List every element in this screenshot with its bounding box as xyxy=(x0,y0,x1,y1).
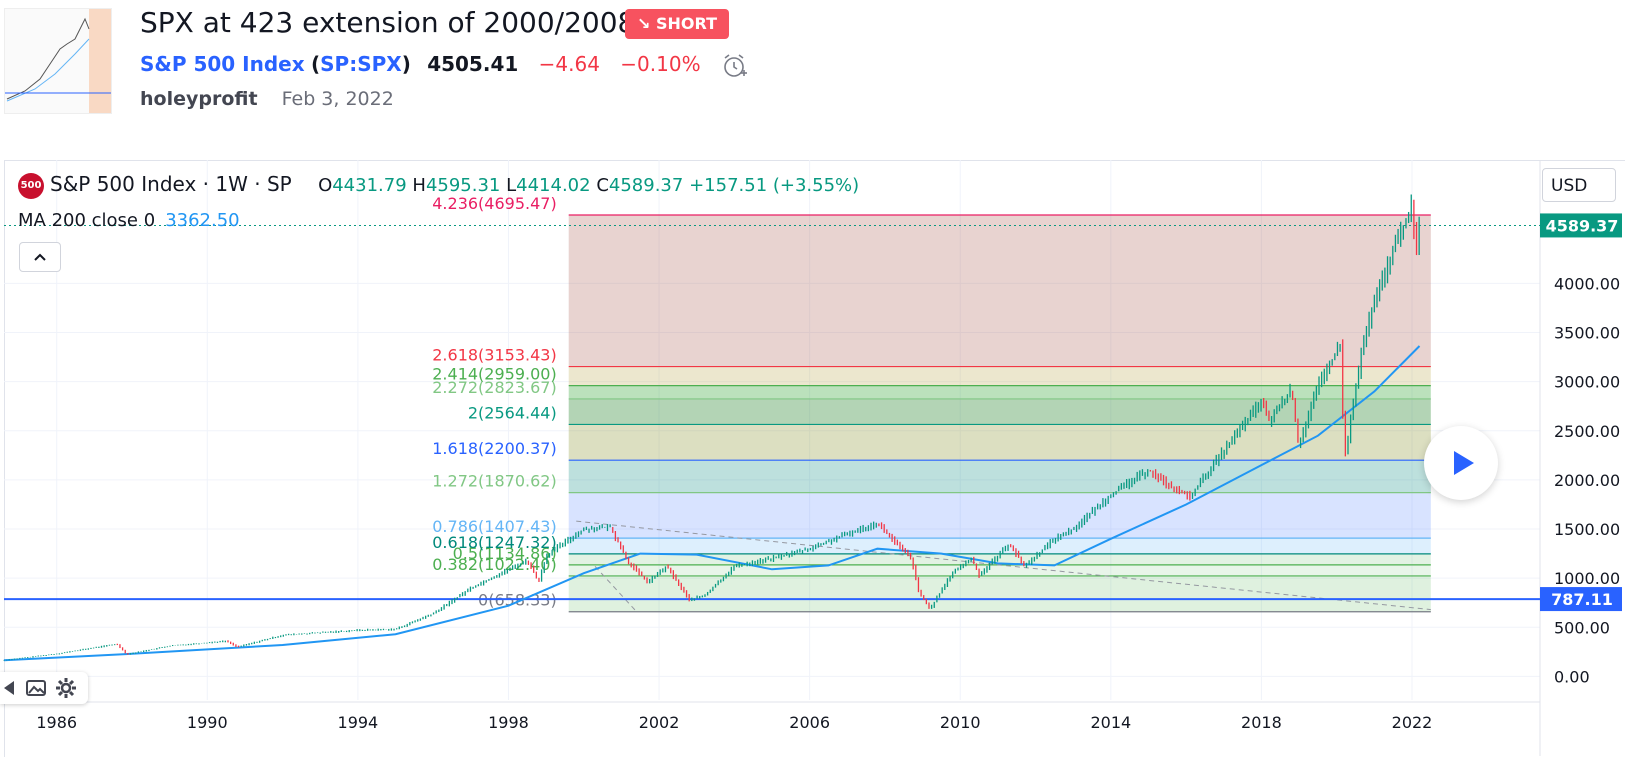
y-tick-label: 3000.00 xyxy=(1554,373,1620,392)
fib-band xyxy=(568,538,1431,554)
skip-back-icon[interactable] xyxy=(0,676,24,700)
symbol-name-link[interactable]: S&P 500 Index xyxy=(140,52,305,76)
fib-band xyxy=(568,424,1431,461)
fib-level-label: 2(2564.44) xyxy=(468,403,557,422)
legend-high: 4595.31 xyxy=(425,175,501,196)
trend-line-2 xyxy=(594,566,637,612)
x-tick-label: 2022 xyxy=(1392,713,1433,732)
legend-symbol-title[interactable]: S&P 500 Index · 1W · SP xyxy=(50,172,292,196)
gear-icon[interactable] xyxy=(54,676,78,700)
fib-level-label: 0.5(1134.86) xyxy=(453,544,557,563)
y-tick-label: 500.00 xyxy=(1554,618,1610,637)
legend-low: 4414.02 xyxy=(516,175,591,196)
short-badge: ↘ SHORT xyxy=(625,9,730,39)
x-tick-label: 2006 xyxy=(789,713,830,732)
alarm-clock-icon[interactable] xyxy=(721,53,749,79)
chart-bottom-toolbar xyxy=(0,672,88,704)
fib-level-label: 1.618(2200.37) xyxy=(432,439,556,458)
x-tick-label: 2002 xyxy=(639,713,680,732)
idea-title: SPX at 423 extension of 2000/2008 xyxy=(140,6,636,39)
fib-band xyxy=(568,553,1431,565)
fib-level-label: 2.272(2823.67) xyxy=(432,378,556,397)
y-tick-label: 4000.00 xyxy=(1554,274,1620,293)
trend-line xyxy=(576,520,1431,611)
y-tick-label: 2000.00 xyxy=(1554,471,1620,490)
author-row: holeyprofit Feb 3, 2022 xyxy=(140,88,394,110)
fib-band xyxy=(568,460,1431,493)
ma-legend[interactable]: MA 200 close 0 3362.50 xyxy=(18,210,240,231)
horizontal-line-badge-label: 787.11 xyxy=(1551,590,1613,609)
fib-band xyxy=(568,366,1431,386)
fib-extension: 0(658.33)0.382(1022.40)0.5(1134.86)0.618… xyxy=(432,194,1431,613)
play-icon xyxy=(1454,451,1474,475)
symbol-change: −4.64 xyxy=(538,52,600,76)
y-tick-label: 2500.00 xyxy=(1554,422,1620,441)
x-tick-label: 1994 xyxy=(338,713,379,732)
ma-value: 3362.50 xyxy=(165,210,240,231)
currency-button[interactable]: USD xyxy=(1542,168,1616,202)
fib-level-label: 0.618(1247.32) xyxy=(432,533,556,552)
chart-frame xyxy=(4,160,1625,757)
author-link[interactable]: holeyprofit xyxy=(140,88,258,110)
x-tick-label: 2010 xyxy=(940,713,981,732)
symbol-ticker-link[interactable]: SP:SPX xyxy=(320,52,402,76)
x-tick-label: 1990 xyxy=(187,713,228,732)
y-tick-label: 3500.00 xyxy=(1554,323,1620,342)
fib-level-label: 0.786(1407.43) xyxy=(432,517,556,536)
fib-band xyxy=(568,215,1431,367)
grid-lines xyxy=(4,160,1540,700)
chevron-up-icon xyxy=(34,253,46,261)
last-price-badge-label: 4589.37 xyxy=(1546,216,1619,235)
fib-band xyxy=(568,385,1431,399)
fib-level-label: 2.618(3153.43) xyxy=(432,346,556,365)
fib-band xyxy=(568,564,1431,576)
legend-close: 4589.37 xyxy=(608,175,684,196)
publish-date: Feb 3, 2022 xyxy=(281,88,394,110)
x-tick-label: 2014 xyxy=(1090,713,1131,732)
thumbnail-chart-image xyxy=(5,9,111,113)
chart-legend-main: 500 S&P 500 Index · 1W · SP O4431.79 H459… xyxy=(18,172,859,199)
snapshot-icon[interactable] xyxy=(24,676,48,700)
fib-band xyxy=(568,398,1431,425)
fib-level-label: 1.272(1870.62) xyxy=(432,472,556,491)
price-candles xyxy=(3,194,1420,661)
legend-open: 4431.79 xyxy=(332,175,407,196)
y-tick-label: 0.00 xyxy=(1554,667,1590,686)
ma-label: MA 200 close 0 xyxy=(18,210,156,231)
collapse-legend-button[interactable] xyxy=(19,242,61,272)
fib-level-label: 2.414(2959.00) xyxy=(432,365,556,384)
play-button[interactable] xyxy=(1424,426,1498,500)
y-tick-label: 1500.00 xyxy=(1554,520,1620,539)
symbol-row: S&P 500 Index (SP:SPX) 4505.41 −4.64 −0.… xyxy=(140,52,749,79)
symbol-change-percent: −0.10% xyxy=(620,52,701,76)
fib-level-label: 0(658.33) xyxy=(478,591,557,610)
x-tick-label: 1986 xyxy=(36,713,77,732)
fib-level-label: 4.236(4695.47) xyxy=(432,194,556,213)
fib-band xyxy=(568,575,1431,612)
idea-thumbnail[interactable] xyxy=(4,8,112,114)
legend-ohlc: O4431.79 H4595.31 L4414.02 C4589.37 +157… xyxy=(318,175,860,196)
symbol-price: 4505.41 xyxy=(427,52,519,76)
sp500-logo-icon: 500 xyxy=(18,172,44,199)
horizontal-line-badge xyxy=(1540,587,1622,612)
last-price-badge xyxy=(1540,213,1622,238)
ma-200-line xyxy=(3,345,1421,662)
y-tick-label: 1000.00 xyxy=(1554,569,1620,588)
fib-band xyxy=(568,492,1431,539)
x-tick-label: 2018 xyxy=(1241,713,1282,732)
x-tick-label: 1998 xyxy=(488,713,529,732)
legend-change: +157.51 (+3.55%) xyxy=(689,175,860,196)
